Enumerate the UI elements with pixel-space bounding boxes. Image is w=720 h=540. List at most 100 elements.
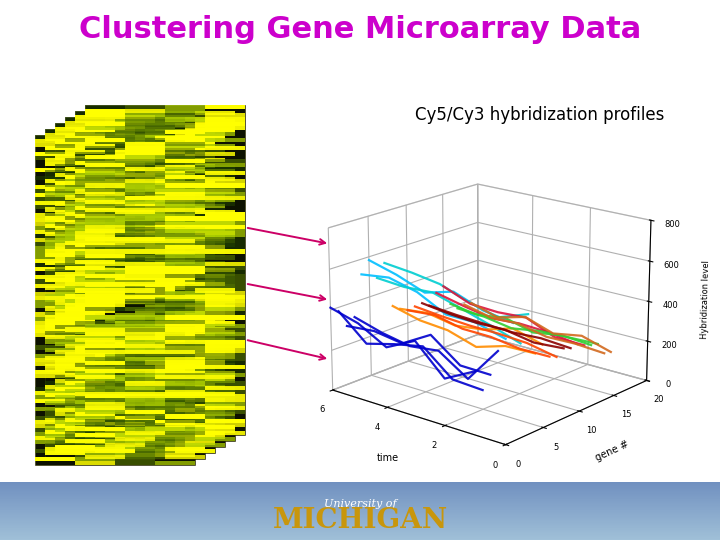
Bar	[35, 135, 195, 465]
Bar	[105, 195, 145, 199]
Bar	[115, 300, 155, 304]
Bar	[195, 152, 235, 157]
Bar	[205, 146, 245, 150]
Bar	[115, 370, 155, 374]
Bar	[145, 199, 185, 204]
Bar	[145, 369, 185, 373]
Bar	[115, 449, 155, 453]
Bar	[165, 145, 205, 150]
Bar	[85, 269, 125, 273]
Bar	[35, 457, 75, 461]
Bar	[65, 274, 105, 278]
Bar	[165, 345, 205, 348]
Bar	[85, 427, 125, 431]
Bar	[35, 156, 75, 160]
Bar	[165, 187, 205, 191]
Bar	[165, 204, 205, 208]
Bar	[185, 191, 225, 195]
Bar	[185, 430, 225, 435]
Bar	[75, 399, 115, 403]
Bar	[85, 381, 125, 384]
Bar	[85, 455, 125, 459]
Bar	[55, 305, 95, 309]
Bar	[85, 356, 125, 360]
Bar	[195, 222, 235, 226]
Bar	[85, 373, 125, 376]
Bar	[195, 375, 235, 379]
Bar	[135, 424, 175, 428]
Bar	[185, 125, 225, 130]
Bar	[175, 362, 215, 366]
Bar	[45, 368, 85, 373]
Bar	[45, 286, 85, 290]
Bar	[155, 201, 195, 205]
Bar	[115, 416, 155, 420]
Bar	[75, 235, 115, 239]
Bar	[115, 235, 155, 239]
Bar	[85, 340, 125, 345]
Bar	[65, 187, 105, 191]
Bar	[0, 484, 720, 485]
Bar	[85, 195, 125, 200]
Bar	[125, 406, 165, 409]
Bar	[105, 261, 145, 266]
Bar	[35, 242, 75, 246]
Bar	[205, 311, 245, 315]
Bar	[35, 139, 75, 143]
Bar	[35, 436, 75, 440]
Bar	[45, 237, 85, 240]
Bar	[125, 410, 165, 414]
Bar	[125, 245, 165, 249]
Bar	[115, 415, 155, 420]
Bar	[205, 332, 245, 336]
Bar	[155, 428, 195, 432]
Bar	[75, 407, 115, 411]
Bar	[165, 150, 205, 154]
Bar	[155, 136, 195, 140]
Bar	[125, 257, 165, 261]
Bar	[65, 427, 105, 430]
Bar	[45, 183, 85, 187]
Bar	[185, 302, 225, 307]
Bar	[0, 529, 720, 530]
Bar	[125, 340, 165, 345]
Bar	[205, 340, 245, 345]
Bar	[125, 434, 165, 438]
Bar	[135, 403, 175, 408]
Bar	[175, 416, 215, 420]
Bar	[145, 356, 185, 360]
Bar	[165, 249, 205, 253]
Bar	[175, 366, 215, 370]
Bar	[205, 373, 245, 377]
Bar	[145, 245, 185, 249]
Bar	[155, 165, 195, 168]
Bar	[115, 226, 155, 231]
Bar	[75, 177, 115, 181]
Bar	[85, 291, 125, 295]
Bar	[195, 123, 235, 127]
Bar	[85, 158, 125, 162]
Bar	[0, 510, 720, 512]
Bar	[125, 402, 165, 406]
Bar	[155, 308, 195, 312]
Bar	[75, 111, 235, 441]
Bar	[115, 111, 155, 115]
Bar	[75, 268, 115, 272]
Bar	[165, 356, 205, 360]
Bar	[195, 375, 235, 379]
Bar	[195, 371, 235, 375]
Bar	[135, 234, 175, 239]
Bar	[45, 384, 85, 389]
Bar	[175, 255, 215, 259]
Bar	[85, 323, 125, 328]
Bar	[125, 220, 165, 224]
Bar	[185, 360, 225, 364]
Bar	[155, 420, 195, 424]
Bar	[95, 230, 135, 234]
Bar	[195, 392, 235, 396]
Bar	[155, 276, 195, 280]
Bar	[85, 200, 125, 204]
Bar	[165, 431, 205, 435]
Bar	[165, 373, 205, 377]
Bar	[115, 144, 155, 148]
